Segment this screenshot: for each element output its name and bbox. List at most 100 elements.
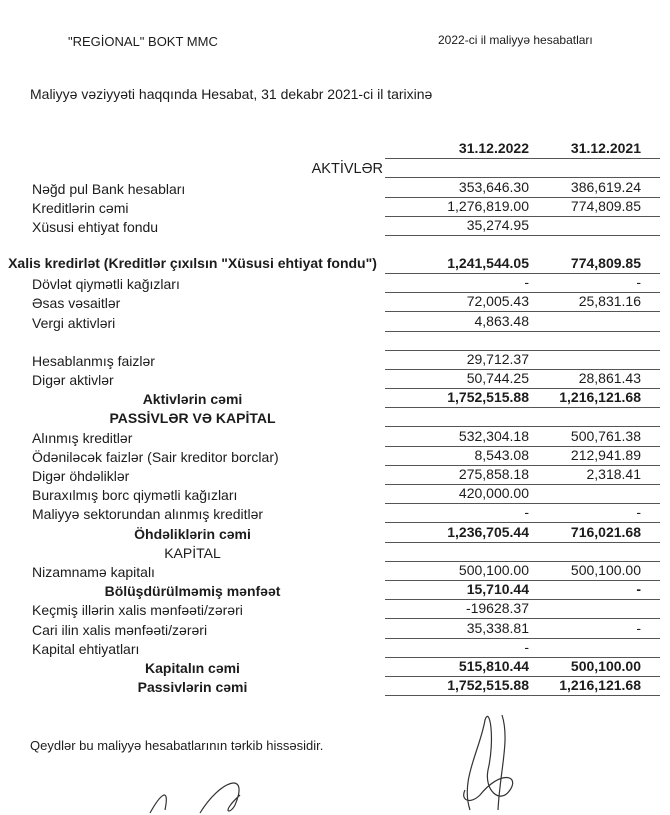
value-2022: - [524, 274, 529, 291]
row-label: Kreditlərin cəmi [32, 199, 129, 216]
row-label: PASSİVLƏR VƏ KAPİTAL [109, 410, 276, 427]
value-2021: - [636, 504, 641, 521]
row-label: Ödəniləcək faizlər (Sair kreditor borcla… [32, 448, 279, 465]
value-2022: - [524, 638, 529, 655]
value-2022: 353,646.30 [458, 178, 529, 195]
value-2022: 72,005.43 [466, 293, 529, 310]
row-label: Maliyyə sektorundan alınmış kreditlər [32, 506, 264, 523]
table-row: KAPİTAL [0, 543, 670, 562]
table-row: Digər öhdəliklər 275,858.18 2,318.41 [0, 466, 670, 485]
column-headers: 31.12.2022 31.12.2021 [385, 140, 660, 160]
table-row: Buraxılmış borc qiymətli kağızları 420,00… [0, 485, 670, 505]
value-2022: 420,000.00 [458, 485, 529, 502]
balance-sheet-table: 31.12.2022 31.12.2021 AKTİVLƏR Nəğd pul Ban… [0, 140, 670, 697]
value-2021: - [636, 619, 641, 636]
table-row: Aktivlərin cəmi 1,752,515.88 1,216,121.68 [0, 389, 670, 409]
value-2021: 386,619.24 [570, 178, 641, 195]
table-row: Bölüşdürülməmiş mənfəət 15,710.44 - [0, 581, 670, 601]
value-2021: 1,216,121.68 [559, 677, 641, 694]
value-2021: 500,761.38 [570, 427, 641, 444]
row-values: -- [385, 504, 660, 524]
value-2021: 500,100.00 [570, 561, 641, 578]
column-header-2022: 31.12.2022 [458, 140, 529, 157]
row-label: Aktivlərin cəmi [142, 391, 243, 408]
table-row: Xalis kredirlət (Kreditlər çıxılsın "Xüs… [0, 236, 670, 274]
value-2022: 29,712.37 [466, 350, 529, 367]
row-values: 500,100.00 500,100.00 [385, 562, 660, 581]
row-label: Öhdəliklərin cəmi [134, 525, 251, 542]
table-row: Passivlərin cəmi 1,752,515.88 1,216,121.68 [0, 677, 670, 697]
value-2021: 212,941.89 [570, 446, 641, 463]
value-2022: 500,100.00 [458, 561, 529, 578]
value-2021: 500,100.00 [570, 657, 641, 674]
row-values: 1,752,515.88 1,216,121.68 [385, 389, 660, 409]
row-label: Xalis kredirlət (Kreditlər çıxılsın "Xüs… [8, 254, 377, 271]
value-2022: 35,274.95 [466, 216, 529, 233]
row-label: Alınmış kreditlər [32, 429, 133, 446]
row-label: Nizamnamə kapitalı [32, 563, 155, 580]
row-label: Digər öhdəliklər [32, 468, 130, 484]
row-values: 15,710.44 - [385, 581, 660, 601]
row-values: 353,646.30 386,619.24 [385, 178, 660, 198]
row-values: 275,858.18 2,318.41 [385, 466, 660, 485]
value-2021: - [636, 581, 641, 598]
page-title: Maliyyə vəziyyəti haqqında Hesabat, 31 d… [30, 86, 433, 102]
value-2021: 28,861.43 [578, 370, 641, 387]
table-row: Kapitalın cəmi 515,810.44 500,100.00 [0, 658, 670, 677]
value-2022: 8,543.08 [474, 446, 530, 463]
row-label: Kapitalın cəmi [145, 659, 240, 676]
row-label: Digər aktivlər [32, 372, 114, 389]
row-label: Nəğd pul Bank hesabları [32, 180, 186, 197]
table-row: Cari ilin xalis mənfəəti/zərəri 35,338.81… [0, 619, 670, 639]
table-row: Kreditlərin cəmi 1,276,819.00 774,809.85 [0, 198, 670, 217]
column-header-2021: 31.12.2021 [570, 140, 641, 157]
row-label: Bölüşdürülməmiş mənfəət [104, 583, 281, 600]
value-2022: 35,338.81 [466, 619, 529, 636]
value-2021: 25,831.16 [578, 293, 641, 310]
row-values: 1,752,515.88 1,216,121.68 [385, 677, 660, 697]
row-label: Əsas vəsaitlər [32, 295, 121, 312]
row-label: Kapital ehtiyatları [32, 640, 140, 657]
table-row: Əsas vəsaitlər 72,005.43 25,831.16 [0, 293, 670, 313]
row-values: 4,863.48 [385, 312, 660, 332]
row-label: AKTİVLƏR [311, 161, 383, 178]
row-values: 532,304.18 500,761.38 [385, 427, 660, 447]
row-label: KAPİTAL [164, 544, 221, 561]
value-2021: - [636, 274, 641, 291]
signature-left [149, 782, 241, 814]
report-period: 2022-ci il maliyyə hesabatları [438, 33, 593, 47]
value-2022: 1,752,515.88 [447, 677, 529, 694]
column-header-row: 31.12.2022 31.12.2021 [0, 140, 670, 160]
value-2022: -19628.37 [465, 600, 529, 617]
row-values: 1,241,544.05 774,809.85 [385, 236, 660, 274]
value-2022: 1,236,705.44 [447, 523, 529, 540]
value-2022: 532,304.18 [458, 427, 529, 444]
row-values: - [385, 639, 660, 658]
row-label: Passivlərin cəmi [137, 679, 248, 696]
row-values: 1,236,705.44 716,021.68 [385, 523, 660, 543]
value-2021: 774,809.85 [570, 197, 641, 214]
value-2021: 2,318.41 [586, 466, 642, 482]
table-row: Vergi aktivləri 4,863.48 [0, 312, 670, 332]
row-values: 29,712.37 [385, 351, 660, 370]
value-2021: 774,809.85 [570, 254, 641, 271]
row-values: 50,744.25 28,861.43 [385, 370, 660, 390]
table-row: Nəğd pul Bank hesabları 353,646.30 386,619… [0, 178, 670, 198]
row-values: -- [385, 274, 660, 294]
value-2022: 15,710.44 [466, 581, 529, 598]
row-values [385, 543, 660, 562]
row-values: 1,276,819.00 774,809.85 [385, 198, 660, 217]
row-label: Cari ilin xalis mənfəəti/zərəri [32, 621, 208, 638]
row-label: Vergi aktivləri [32, 314, 116, 331]
row-values: 35,274.95 [385, 217, 660, 236]
row-values [385, 408, 660, 428]
value-2022: 4,863.48 [474, 312, 530, 329]
value-2022: 1,752,515.88 [447, 389, 529, 406]
table-row: Hesablanmış faizlər 29,712.37 [0, 351, 670, 370]
table-row: PASSİVLƏR VƏ KAPİTAL [0, 408, 670, 428]
row-label: Dövlət qiymətli kağızları [32, 276, 180, 293]
row-label: Keçmiş illərin xalis mənfəəti/zərəri [32, 602, 243, 619]
row-label: Xüsusi ehtiyat fondu [32, 218, 159, 235]
row-values: -19628.37 [385, 600, 660, 620]
value-2022: 1,276,819.00 [447, 197, 529, 214]
